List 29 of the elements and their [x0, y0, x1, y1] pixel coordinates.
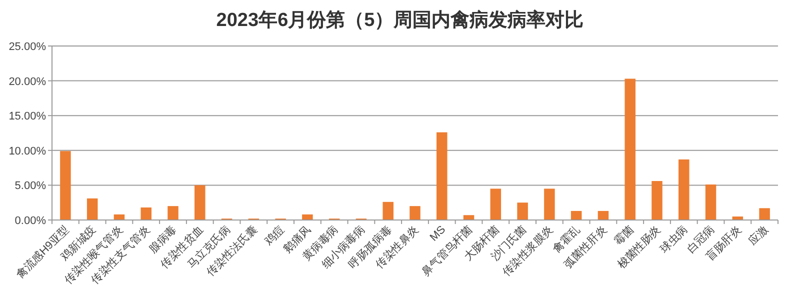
y-tick-label: 0.00% — [14, 215, 46, 227]
bar — [570, 210, 582, 220]
bar — [463, 215, 474, 220]
bar — [624, 78, 636, 220]
bar — [302, 214, 313, 220]
bar — [168, 206, 178, 220]
bar — [382, 202, 394, 220]
y-tick-label: 15.00% — [8, 110, 46, 123]
bar — [490, 188, 502, 220]
x-tick-label: MS — [428, 224, 448, 244]
bar — [652, 181, 662, 220]
y-tick-label: 20.00% — [8, 76, 46, 88]
bar — [86, 198, 98, 220]
bar — [544, 188, 555, 220]
bar — [60, 151, 71, 220]
y-tick-label: 25.00% — [8, 41, 46, 53]
bar — [759, 208, 770, 220]
y-tick-label: 10.00% — [8, 145, 46, 158]
bar — [436, 132, 448, 220]
chart-title: 2023年6月份第（5）周国内禽病发病率对比 — [216, 9, 584, 31]
x-tick-label: 应激 — [746, 222, 771, 248]
bar — [140, 207, 152, 220]
y-tick-label: 5.00% — [14, 180, 46, 192]
bar — [598, 210, 609, 220]
bar — [705, 184, 716, 220]
bar — [517, 202, 528, 220]
bar — [410, 206, 420, 220]
bar — [194, 185, 206, 220]
bar — [678, 159, 690, 220]
